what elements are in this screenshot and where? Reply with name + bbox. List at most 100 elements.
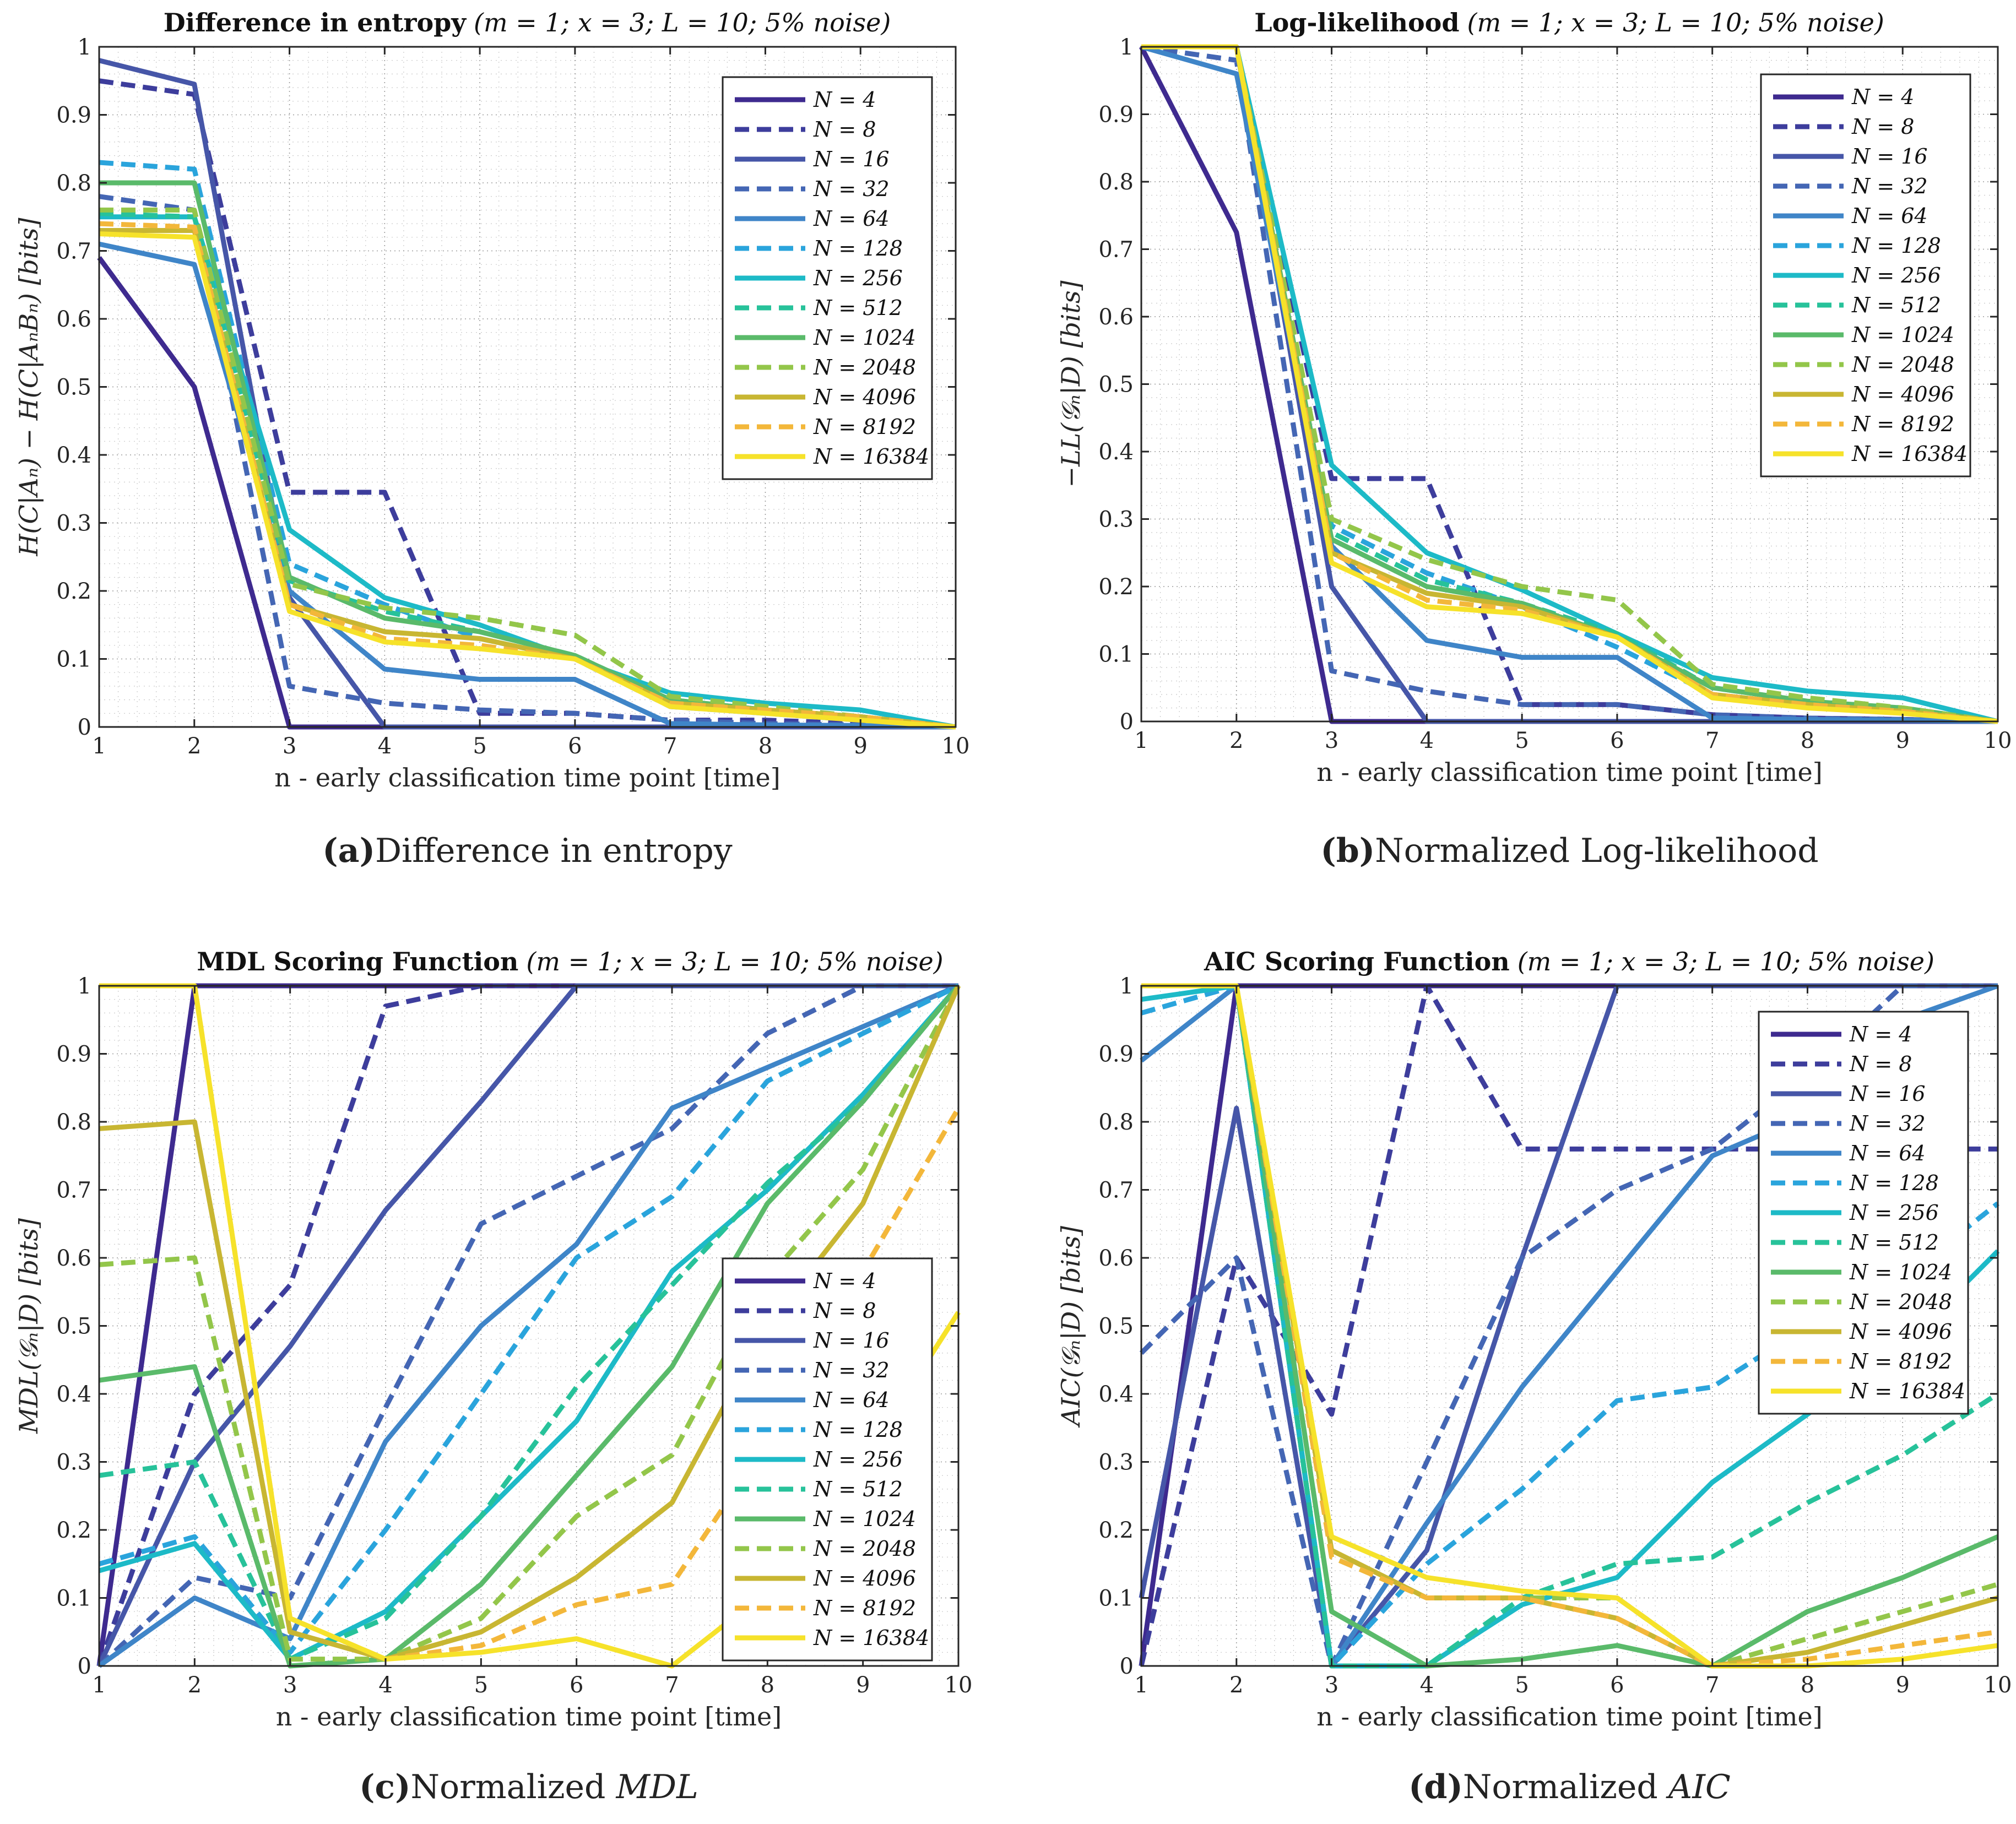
legend-label: N = 8192 [813, 1596, 916, 1620]
legend-label: N = 1024 [813, 325, 916, 350]
caption-letter: (d) [1408, 1768, 1463, 1806]
series-line-64 [97, 983, 960, 1668]
x-tick-label: 8 [758, 734, 772, 759]
legend-label: N = 8192 [1849, 1349, 1952, 1374]
x-tick-label: 8 [1801, 728, 1814, 753]
y-tick-label: 0.8 [56, 171, 91, 196]
panel-a-difference-in-entropy: 1 2 3 4 5 6 7 8 9 10 0 0.1 0.2 0.3 0.4 0.5 0.6 0.7 0.8 0.9 1… [14, 8, 969, 870]
y-tick-label: 0.8 [1098, 170, 1134, 195]
y-tick-label: 1 [1120, 35, 1134, 60]
legend-label: N = 16384 [1849, 1379, 1965, 1403]
legend-label: N = 1024 [1849, 1260, 1952, 1284]
x-tick-label: 10 [942, 734, 970, 759]
chart-title-main: Difference in entropy [164, 8, 467, 37]
series-line-1024 [99, 984, 961, 1669]
panel-caption: (d)Normalized AIC [1408, 1768, 1731, 1806]
y-tick-label: 0.2 [1098, 574, 1134, 600]
x-tick-label: 8 [1801, 1673, 1814, 1698]
y-tick-label: 0.7 [56, 239, 91, 264]
y-tick-label: 0.9 [56, 1042, 91, 1067]
legend-label: N = 8 [813, 117, 876, 142]
x-tick-label: 10 [1984, 728, 2012, 753]
x-tick-label: 4 [1420, 728, 1434, 753]
x-tick-label: 3 [283, 734, 296, 759]
caption-text: Difference in entropy [375, 832, 733, 870]
caption-text: Normalized [1463, 1768, 1668, 1806]
legend: N = 4 N = 8 N = 16 N = 32 N = 64 N = 128 N = 2… [1758, 1011, 1969, 1415]
x-tick-label: 3 [1325, 728, 1338, 753]
legend-label: N = 8 [813, 1299, 876, 1323]
legend-label: N = 16 [1851, 144, 1928, 169]
y-tick-label: 0.6 [1098, 1246, 1134, 1271]
legend: N = 4 N = 8 N = 16 N = 32 N = 64 N = 128 N = 2… [722, 1257, 933, 1662]
x-tick-label: 4 [1420, 1673, 1434, 1698]
legend-label: N = 2048 [813, 1537, 916, 1561]
chart-title-main: AIC Scoring Function [1204, 947, 1510, 976]
series-line-16384 [1141, 44, 1998, 724]
y-tick-label: 1 [78, 35, 91, 60]
y-tick-label: 1 [78, 974, 91, 999]
y-tick-label: 0.5 [56, 1314, 91, 1339]
legend-label: N = 512 [813, 1477, 903, 1501]
legend-label: N = 256 [1851, 263, 1941, 287]
y-tick-label: 1 [1120, 974, 1134, 999]
y-tick-label: 0.1 [1098, 642, 1134, 667]
x-tick-label: 3 [283, 1673, 297, 1698]
caption-italic: AIC [1666, 1768, 1731, 1806]
y-tick-label: 0.5 [1098, 372, 1134, 398]
y-axis-label: H(C|Aₙ) − H(C|AₙBₙ) [bits] [14, 218, 44, 556]
y-tick-label: 0.4 [56, 1382, 91, 1407]
y-tick-label: 0.3 [1098, 1450, 1134, 1475]
legend-label: N = 16384 [1851, 442, 1968, 466]
legend-label: N = 16 [1849, 1082, 1926, 1106]
y-tick-label: 0.2 [56, 579, 91, 604]
series-line-256 [1141, 44, 1999, 724]
legend-label: N = 4 [1849, 1022, 1912, 1046]
caption-text: Normalized Log-likelihood [1375, 832, 1819, 870]
x-tick-label: 7 [1705, 728, 1719, 753]
legend-label: N = 8192 [1851, 412, 1954, 436]
y-tick-label: 0.2 [56, 1518, 91, 1543]
x-tick-label: 1 [92, 1673, 106, 1698]
caption-letter: (c) [359, 1768, 410, 1806]
y-axis-label: MDL(𝒢ₙ|D) [bits] [14, 1218, 44, 1434]
legend-label: N = 4 [1851, 85, 1914, 109]
legend-label: N = 4096 [813, 1566, 916, 1590]
legend-label: N = 128 [1851, 234, 1941, 258]
x-tick-label: 6 [1610, 1673, 1624, 1698]
x-axis-label: n - early classification time point [tim… [1316, 1702, 1822, 1731]
chart-title-params: (m = 1; x = 3; L = 10; 5% noise) [1467, 8, 1884, 37]
chart-title-main: MDL Scoring Function [197, 947, 518, 976]
caption-letter: (b) [1320, 832, 1375, 870]
panel-caption: (b)Normalized Log-likelihood [1320, 832, 1818, 870]
series-line-512 [1141, 983, 1999, 1669]
y-tick-label: 0.7 [1098, 237, 1134, 263]
legend-label: N = 64 [813, 207, 890, 231]
y-tick-label: 0.2 [1098, 1518, 1134, 1543]
x-tick-label: 9 [1895, 728, 1909, 753]
legend-label: N = 16384 [813, 444, 929, 469]
legend-label: N = 128 [1849, 1171, 1939, 1195]
y-tick-label: 0.8 [1098, 1110, 1134, 1135]
y-tick-label: 0.1 [1098, 1586, 1134, 1611]
legend-label: N = 64 [813, 1388, 890, 1412]
legend-label: N = 4096 [1851, 382, 1954, 406]
x-tick-label: 1 [1134, 1673, 1148, 1698]
legend-label: N = 64 [1849, 1141, 1926, 1165]
legend-label: N = 256 [813, 266, 903, 290]
x-tick-label: 5 [473, 734, 486, 759]
legend-label: N = 128 [813, 236, 903, 260]
x-tick-label: 7 [1705, 1673, 1719, 1698]
series-line-512 [99, 984, 961, 1662]
x-tick-label: 1 [92, 734, 106, 759]
x-tick-label: 5 [1515, 1673, 1529, 1698]
y-tick-label: 0 [78, 1654, 91, 1679]
legend-label: N = 4096 [1849, 1320, 1952, 1344]
x-tick-label: 5 [1515, 728, 1529, 753]
x-tick-label: 2 [1229, 728, 1243, 753]
chart-title: AIC Scoring Function (m = 1; x = 3; L = 1… [1204, 947, 1934, 976]
x-tick-label: 9 [856, 1673, 870, 1698]
y-tick-label: 0.8 [56, 1110, 91, 1135]
caption-text: Normalized [410, 1768, 616, 1806]
